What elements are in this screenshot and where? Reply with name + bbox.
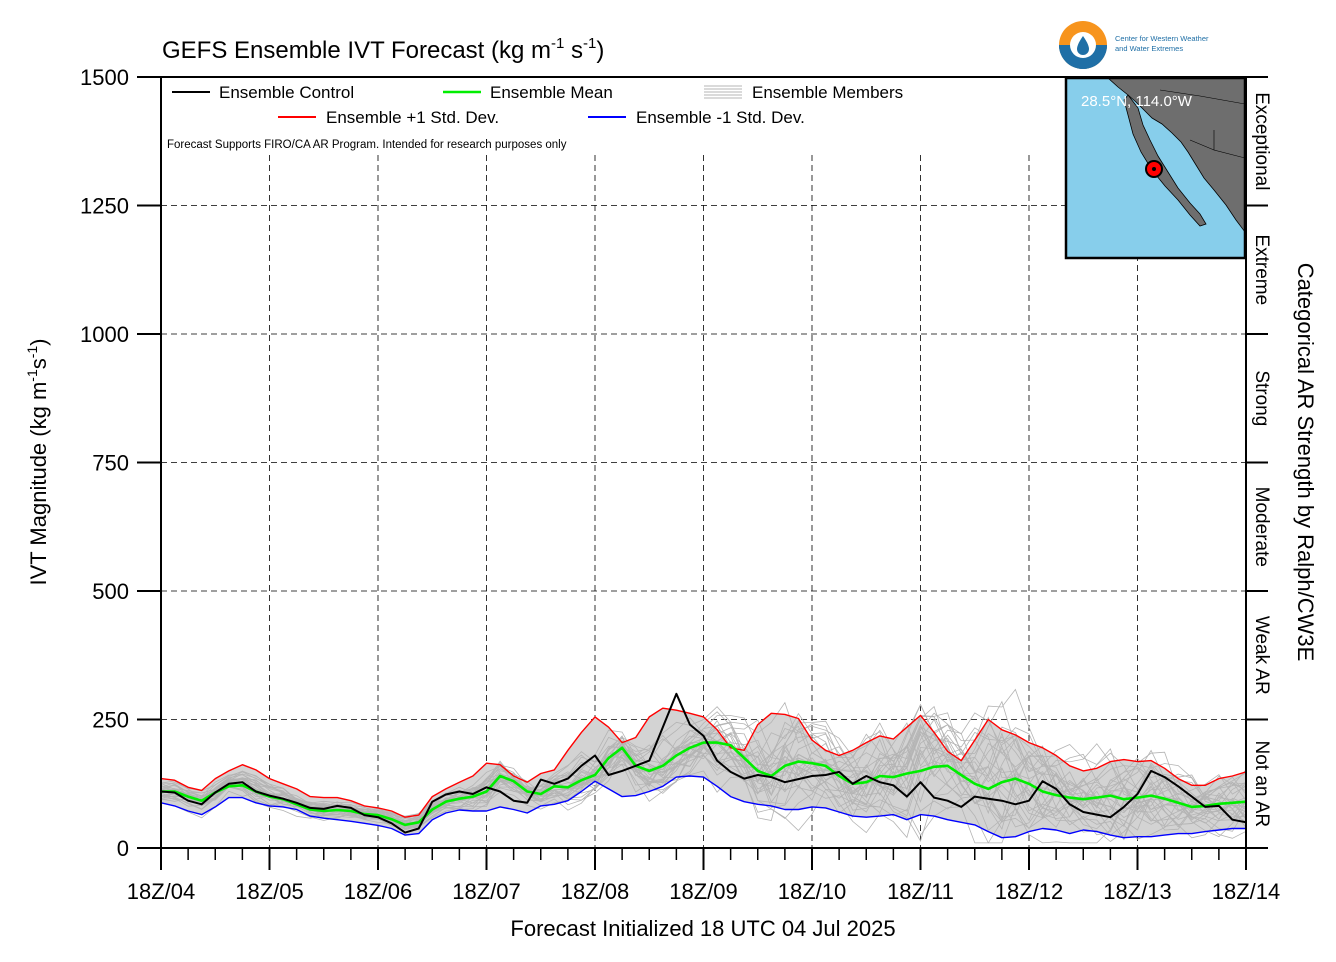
category-axis: Not an AR Weak AR Moderate Strong Extreme Exc… [1246,76,1272,849]
y-tick-label-1500: 1500 [80,65,129,90]
legend-label-control: Ensemble Control [219,83,354,102]
series-line-minus_sd [161,775,1246,839]
y-tick-label-0: 0 [117,836,129,861]
x-tick-label-3: 18Z/07 [452,879,521,904]
x-tick-label-8: 18Z/12 [995,879,1064,904]
series-layer [161,688,1246,844]
legend-label-members: Ensemble Members [752,83,903,102]
category-label-5: Exceptional [1251,92,1272,190]
x-tick-label-5: 18Z/09 [669,879,738,904]
logo-text-line2: and Water Extremes [1115,44,1183,53]
legend-label-plus-sd: Ensemble +1 Std. Dev. [326,108,499,127]
location-inset-map: 28.5°N, 114.0°W [1064,76,1247,260]
category-label-4: Extreme [1251,234,1272,305]
legend-label-mean: Ensemble Mean [490,83,613,102]
series-line-plus_sd [161,707,1246,818]
series-line-mean [161,741,1246,827]
disclaimer-note: Forecast Supports FIRO/CA AR Program. In… [167,139,567,151]
x-axis-label: Forecast Initialized 18 UTC 04 Jul 2025 [510,916,895,941]
chart-title: GEFS Ensemble IVT Forecast (kg m-1 s-1) [162,35,604,64]
x-tick-label-0: 18Z/04 [127,879,196,904]
y-axis-label: IVT Magnitude (kg m-1s-1) [24,338,51,585]
inset-baja-peninsula [1123,94,1207,227]
ensemble-member-line [161,712,1246,821]
ensemble-member-line [161,717,1246,829]
ensemble-member-line [161,719,1246,840]
inset-land [1107,78,1245,233]
x-tick-label-7: 18Z/11 [887,879,954,904]
inset-location-label: 28.5°N, 114.0°W [1081,93,1193,110]
ensemble-member-line [161,706,1246,832]
ensemble-member-line [161,719,1246,841]
grid-lines [161,155,1246,848]
category-label-0: Not an AR [1251,740,1272,827]
y-tick-label-750: 750 [92,451,129,476]
logo-text-line1: Center for Western Weather [1115,34,1209,43]
x-tick-label-2: 18Z/06 [344,879,413,904]
legend-label-minus-sd: Ensemble -1 Std. Dev. [636,108,805,127]
series-line-control [161,692,1246,834]
y-tick-label-1250: 1250 [80,194,129,219]
category-label-3: Strong [1251,370,1272,426]
category-label-1: Weak AR [1251,616,1272,695]
x-tick-label-10: 18Z/14 [1212,879,1281,904]
ensemble-member-line [161,722,1246,844]
x-tick-label-4: 18Z/08 [561,879,630,904]
x-tick-label-6: 18Z/10 [778,879,847,904]
y-axis: 0 250 500 750 1000 1250 1500 [80,65,161,861]
category-label-2: Moderate [1251,487,1272,567]
x-tick-label-9: 18Z/13 [1103,879,1172,904]
y-tick-label-1000: 1000 [80,322,129,347]
x-tick-label-1: 18Z/05 [235,879,304,904]
y-tick-label-250: 250 [92,708,129,733]
x-axis: 18Z/04 18Z/05 18Z/06 18Z/07 18Z/08 18Z/09 18Z/… [127,848,1281,904]
legend: Ensemble Control Ensemble Mean Ensemble … [167,83,903,151]
right-axis-label: Categorical AR Strength by Ralph/CW3E [1293,263,1318,662]
cw3e-logo: Center for Western Weather and Water Ext… [1059,21,1209,69]
legend-swatch-members [704,85,742,99]
y-tick-label-500: 500 [92,579,129,604]
